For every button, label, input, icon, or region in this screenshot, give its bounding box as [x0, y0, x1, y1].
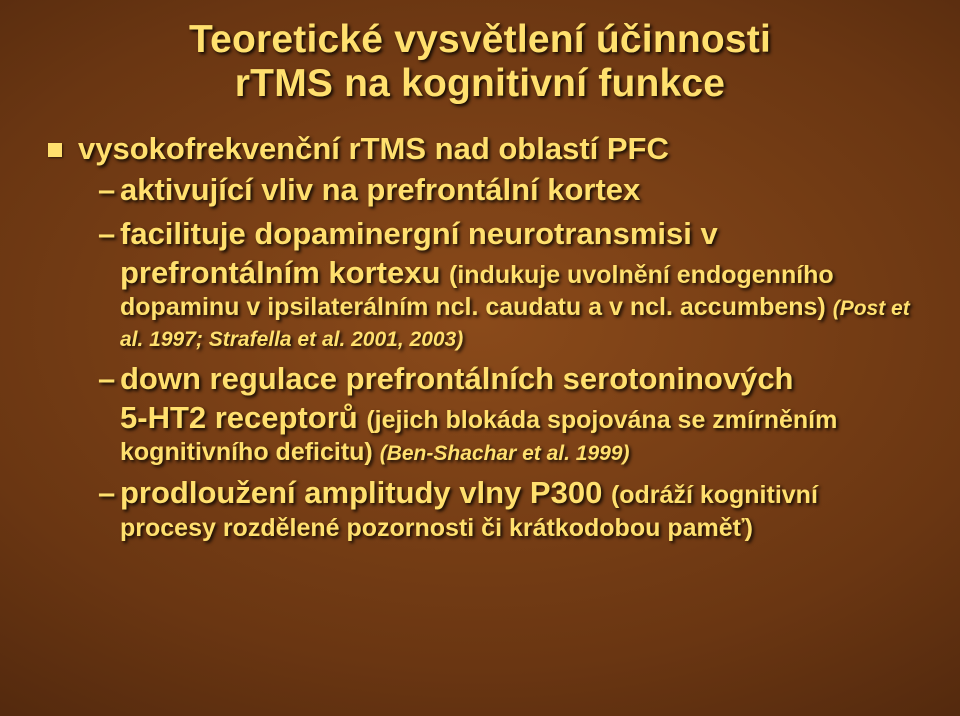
sub1-text: aktivující vliv na prefrontální kortex: [120, 172, 640, 207]
sub3-small1: (jejich blokáda spojována se zmírněním: [366, 406, 837, 434]
dash-icon: –: [98, 171, 120, 209]
sub-item-2: –facilituje dopaminergní neurotransmisi …: [100, 215, 910, 354]
sub2-line3: dopaminu v ipsilaterálním ncl. caudatu a…: [120, 292, 910, 354]
sub4-a: prodloužení amplitudy vlny P300: [120, 475, 611, 510]
sub4-line2: procesy rozdělené pozornosti či krátkodo…: [120, 513, 910, 544]
sub-item-4: –prodloužení amplitudy vlny P300 (odráží…: [100, 474, 910, 543]
sub-list: –aktivující vliv na prefrontální kortex …: [100, 171, 918, 544]
bullet-level1: vysokofrekvenční rTMS nad oblastí PFC: [48, 131, 918, 167]
sub2-small1: (indukuje uvolnění endogenního: [449, 261, 834, 289]
sub2-line2: prefrontálním kortexu (indukuje uvolnění…: [120, 254, 910, 292]
sub3-small2: kognitivního deficitu): [120, 438, 380, 466]
sub3-line3: kognitivního deficitu) (Ben-Shachar et a…: [120, 437, 910, 468]
sub2-b: prefrontálním kortexu: [120, 255, 449, 290]
sub4-small1: (odráží kognitivní: [611, 481, 818, 509]
sub3-line2: 5-HT2 receptorů (jejich blokáda spojován…: [120, 399, 910, 437]
sub2-line1: facilituje dopaminergní neurotransmisi v: [120, 216, 718, 251]
sub-item-1: –aktivující vliv na prefrontální kortex: [100, 171, 910, 209]
sub3-line1: down regulace prefrontálních serotoninov…: [120, 361, 794, 396]
sub3-ref: (Ben-Shachar et al. 1999): [380, 442, 630, 465]
square-bullet-icon: [48, 143, 62, 157]
sub-item-3: –down regulace prefrontálních serotonino…: [100, 360, 910, 468]
title-line-2: rTMS na kognitivní funkce: [235, 62, 725, 105]
slide-title: Teoretické vysvětlení účinnosti rTMS na …: [42, 18, 918, 105]
dash-icon: –: [98, 215, 120, 253]
title-line-1: Teoretické vysvětlení účinnosti: [189, 18, 771, 61]
sub2-small2: dopaminu v ipsilaterálním ncl. caudatu a…: [120, 293, 833, 321]
sub3-b: 5-HT2 receptorů: [120, 400, 366, 435]
dash-icon: –: [98, 474, 120, 512]
dash-icon: –: [98, 360, 120, 398]
bullet-text: vysokofrekvenční rTMS nad oblastí PFC: [78, 131, 669, 167]
